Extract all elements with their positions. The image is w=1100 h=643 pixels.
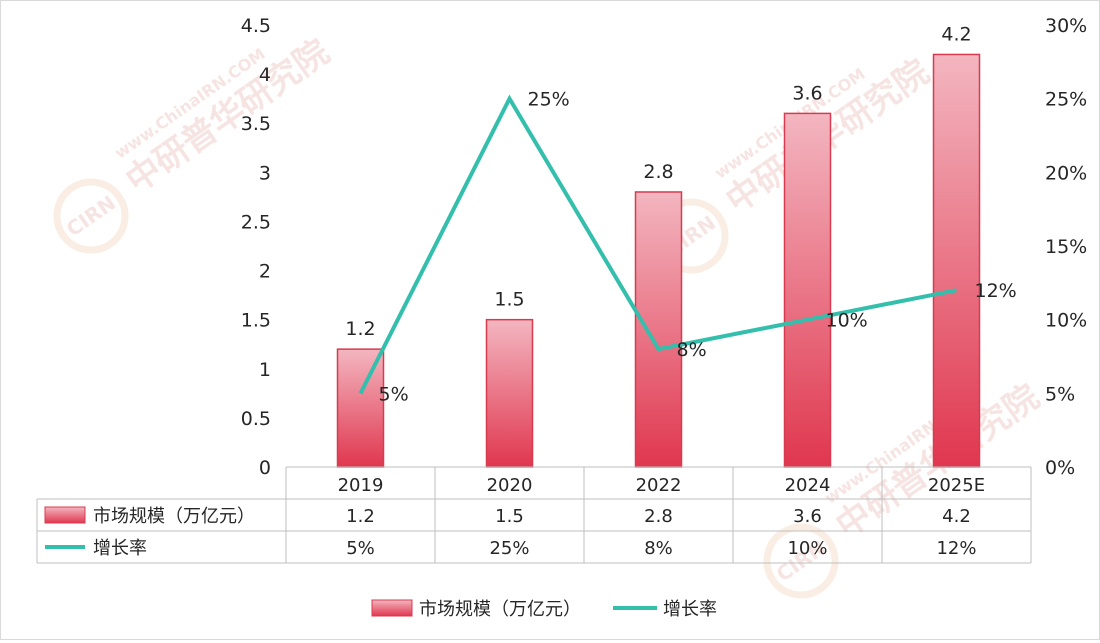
x-tick-label: 2020	[487, 475, 533, 496]
watermark-logo-text: CIRN	[62, 191, 120, 242]
table-cell: 2.8	[644, 506, 673, 527]
line-data-label: 25%	[528, 89, 570, 111]
table-row-header: 增长率	[93, 538, 147, 559]
y-left-tick-label: 4.5	[241, 15, 271, 37]
bar-series	[336, 53, 981, 468]
legend-key-bar	[371, 599, 413, 617]
y-right-tick-label: 15%	[1045, 236, 1087, 258]
y-left-tick-label: 2.5	[241, 211, 271, 233]
y-left-tick-label: 3	[259, 162, 271, 184]
y-right-tick-label: 20%	[1045, 162, 1087, 184]
table-row-header: 市场规模（万亿元）	[93, 506, 255, 527]
table-cell: 4.2	[942, 506, 971, 527]
y-left-tick-label: 1	[259, 359, 271, 381]
data-labels: 1.2 1.5 2.8 3.6 4.2 5% 25% 8% 10% 12%	[345, 23, 1016, 405]
table-cell: 1.5	[495, 506, 524, 527]
y-left-tick-label: 0	[259, 457, 271, 479]
bar-market-size	[783, 112, 832, 468]
x-tick-label: 2022	[636, 475, 682, 496]
y-left-tick-label: 1.5	[241, 310, 271, 332]
watermark-logo-ring	[53, 178, 129, 254]
bar-market-size	[634, 191, 683, 468]
line-growth-rate	[358, 94, 957, 395]
line-data-label: 10%	[826, 310, 868, 332]
table-cell: 1.2	[346, 506, 375, 527]
table-cell: 25%	[489, 538, 529, 559]
y-right-tick-label: 5%	[1045, 383, 1075, 405]
watermark-logo-ring	[763, 523, 839, 599]
data-table: 2019 2020 2022 2024 2025E 市场规模（万亿元） 增长率 1.2 1.5 2…	[36, 467, 1032, 564]
table-cell: 10%	[787, 538, 827, 559]
x-tick-label: 2024	[785, 475, 831, 496]
table-cell: 5%	[346, 538, 375, 559]
table-cell: 12%	[936, 538, 976, 559]
bar-market-size	[485, 318, 534, 468]
legend: 市场规模（万亿元） 增长率	[371, 599, 717, 620]
table-cell: 3.6	[793, 506, 822, 527]
y-left-tick-label: 3.5	[241, 113, 271, 135]
line-data-label: 5%	[379, 383, 409, 405]
bar-data-label: 4.2	[941, 23, 971, 45]
x-tick-label: 2025E	[928, 475, 985, 496]
y-left-tick-label: 2	[259, 261, 271, 283]
y-left-tick-label: 4	[259, 64, 271, 86]
table-cell: 8%	[644, 538, 673, 559]
bar-market-size	[932, 53, 981, 468]
y-right-tick-label: 25%	[1045, 89, 1087, 111]
bar-data-label: 3.6	[792, 82, 822, 104]
watermark-brand: 中研普华研究院	[119, 32, 337, 201]
axes: 0 0.5 1 1.5 2 2.5 3 3.5 4 4.5 0% 5% 10% 15% 20% 25% 30%	[241, 15, 1087, 479]
y-left-tick-label: 0.5	[241, 408, 271, 430]
y-right-tick-label: 0%	[1045, 457, 1075, 479]
legend-label: 市场规模（万亿元）	[419, 599, 581, 620]
y-right-tick-label: 10%	[1045, 310, 1087, 332]
bar-market-size	[336, 348, 385, 468]
y-right-tick-label: 30%	[1045, 15, 1087, 37]
bar-data-label: 1.2	[345, 318, 375, 340]
bar-data-label: 2.8	[643, 161, 673, 183]
bar-data-label: 1.5	[494, 289, 524, 311]
x-tick-label: 2019	[338, 475, 384, 496]
legend-label: 增长率	[663, 599, 717, 620]
line-data-label: 8%	[677, 339, 707, 361]
line-data-label: 12%	[975, 280, 1017, 302]
table-key-bar	[44, 506, 86, 524]
line-series	[358, 94, 957, 395]
